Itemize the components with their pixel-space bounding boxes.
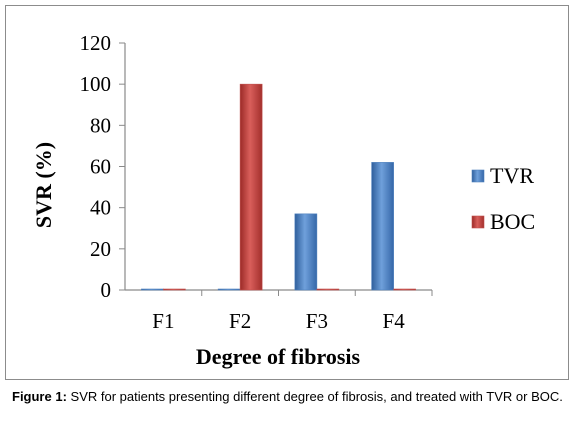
- x-tick-label: F4: [383, 309, 406, 333]
- y-tick-label: 60: [90, 155, 111, 179]
- y-tick-label: 80: [90, 113, 111, 137]
- y-tick-label: 100: [80, 72, 112, 96]
- y-tick-label: 0: [101, 278, 112, 302]
- bar-boc-f4: [393, 288, 416, 291]
- legend-swatch-tvr: [471, 169, 485, 183]
- y-tick-label: 20: [90, 237, 111, 261]
- x-axis-title: Degree of fibrosis: [196, 344, 361, 369]
- bar-tvr-f2: [217, 288, 241, 291]
- legend-label-tvr: TVR: [490, 163, 534, 188]
- bar-chart: 0 20 40 60 80 100 120 F1 F2 F3 F4 SVR (%) Degree …: [31, 31, 535, 369]
- y-tick-label: 40: [90, 196, 111, 220]
- bar-tvr-f3: [294, 213, 318, 291]
- legend: TVR BOC: [471, 163, 535, 234]
- caption-label: Figure 1:: [12, 389, 67, 404]
- x-tick-label: F1: [152, 309, 174, 333]
- caption-text: SVR for patients presenting different de…: [66, 389, 563, 404]
- x-tick-label: F2: [229, 309, 251, 333]
- legend-swatch-boc: [471, 215, 485, 229]
- x-tick-label: F3: [306, 309, 328, 333]
- bar-boc-f2: [239, 83, 263, 291]
- y-axis-title: SVR (%): [31, 142, 56, 228]
- bar-boc-f3: [316, 288, 340, 291]
- bar-tvr-f1: [141, 288, 164, 291]
- chart-frame: [5, 5, 569, 380]
- bar-tvr-f4: [371, 162, 394, 291]
- bar-boc-f1: [163, 288, 186, 291]
- figure-caption: Figure 1: SVR for patients presenting di…: [12, 388, 564, 405]
- legend-label-boc: BOC: [490, 209, 535, 234]
- y-tick-label: 120: [80, 31, 112, 55]
